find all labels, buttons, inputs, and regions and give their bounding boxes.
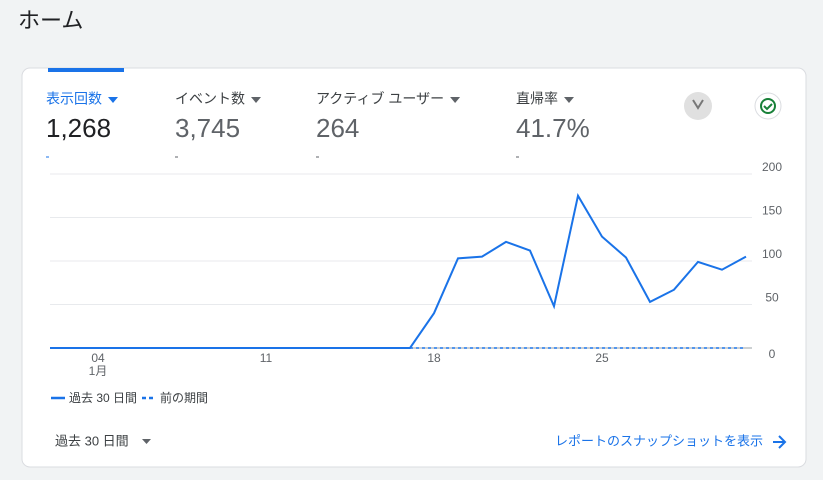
status-check: [763, 103, 773, 111]
card: [21, 67, 807, 468]
y-tick-label: 150: [762, 204, 782, 218]
legend-label: 過去 30 日間: [69, 391, 137, 405]
tab-indicator: [48, 68, 124, 72]
metric-dropdown: [251, 97, 261, 103]
x-tick-label: 04: [91, 351, 105, 365]
x-tick-label: 25: [595, 351, 609, 365]
report-link[interactable]: レポートのスナップショットを表示: [555, 433, 763, 448]
x-tick-label: 18: [427, 351, 441, 365]
metric-label: 直帰率: [516, 91, 558, 107]
metric-label: アクティブ ユーザー: [316, 91, 444, 107]
metric-dropdown: [564, 97, 574, 103]
dropdown-arrow: [142, 439, 151, 444]
metric-value: 41.7%: [516, 113, 590, 143]
metric-label: イベント数: [175, 91, 245, 107]
period-select[interactable]: 過去 30 日間: [55, 433, 129, 448]
status-ring: [760, 98, 776, 114]
y-tick-label: 200: [762, 160, 782, 174]
series-line: [50, 193, 747, 349]
page-title: ホーム: [18, 8, 83, 33]
x-month-label: 1月: [89, 364, 108, 378]
y-tick-label: 100: [762, 247, 782, 261]
x-tick-label: 11: [260, 351, 273, 365]
y-tick-label: 0: [769, 347, 776, 361]
legend-label: 前の期間: [160, 390, 208, 405]
metric-label: 表示回数: [46, 91, 102, 107]
y-tick-label: 50: [765, 291, 779, 305]
metric-dropdown: [450, 97, 461, 103]
metric-value: 1,268: [46, 113, 111, 143]
metric-value: 3,745: [175, 113, 240, 143]
badge-icon[interactable]: [684, 92, 712, 120]
metric-dropdown: [108, 97, 118, 103]
status-icon[interactable]: [754, 92, 782, 120]
link-arrow: [773, 435, 787, 449]
badge-glyph: [692, 99, 704, 110]
metric-value: 264: [316, 113, 359, 143]
